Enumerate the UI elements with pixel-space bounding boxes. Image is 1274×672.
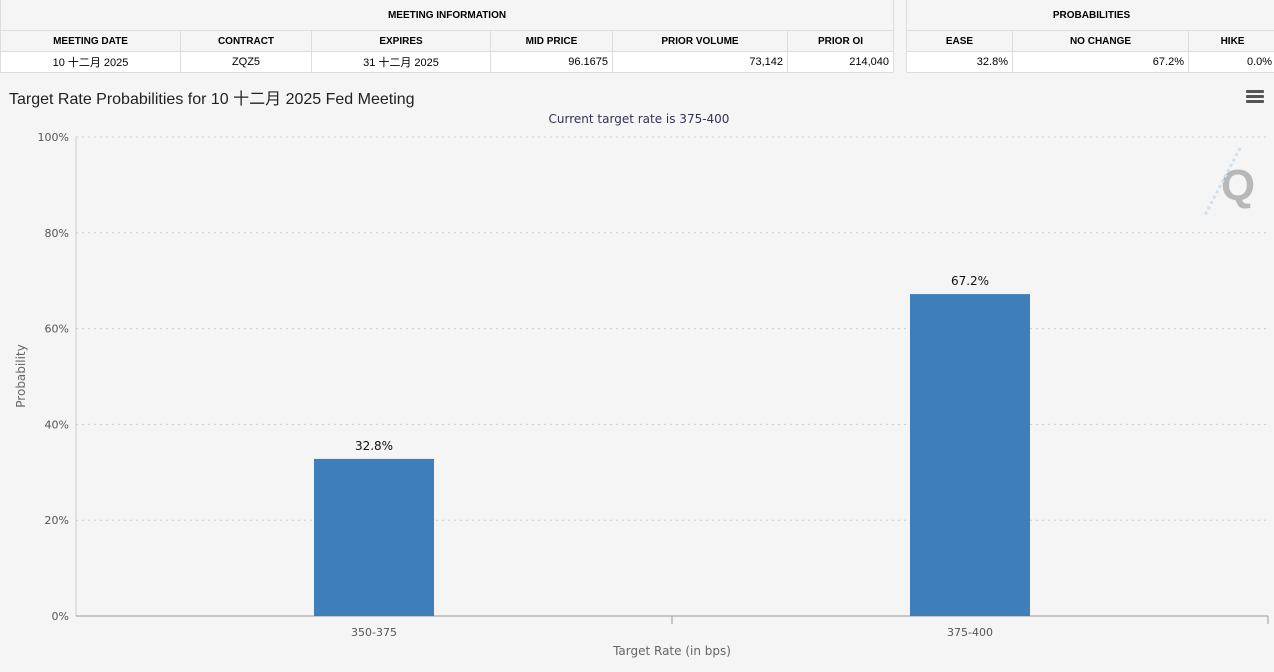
y-axis-label: Probability	[14, 344, 28, 407]
data-label: 67.2%	[951, 274, 989, 288]
bar-375-400	[910, 294, 1030, 616]
x-tick-label: 375-400	[947, 626, 993, 639]
meeting-date: 10 十二月 2025	[0, 51, 181, 73]
col-prior-volume: PRIOR VOLUME	[612, 30, 788, 52]
ease-value: 32.8%	[906, 51, 1013, 73]
chart-title: Target Rate Probabilities for 10 十二月 202…	[9, 91, 415, 108]
y-tick-label: 60%	[45, 323, 69, 336]
bar-chart: Current target rate is 375-400 Q 0% 20% 40…	[14, 112, 1269, 658]
y-tick-label: 0%	[52, 610, 69, 623]
y-tick-label: 100%	[38, 131, 69, 144]
x-tick-label: 350-375	[351, 626, 397, 639]
col-mid-price: MID PRICE	[490, 30, 613, 52]
col-ease: EASE	[906, 30, 1013, 52]
x-axis-label: Target Rate (in bps)	[612, 644, 731, 658]
meeting-info-header: MEETING INFORMATION	[0, 0, 895, 31]
y-tick-label: 20%	[45, 514, 69, 527]
col-meeting-date: MEETING DATE	[0, 30, 181, 52]
probabilities-header: PROBABILITIES	[905, 0, 1274, 31]
prior-volume: 73,142	[612, 51, 788, 73]
meeting-info-table: MEETING INFORMATION MEETING DATE CONTRACT…	[0, 0, 895, 73]
no-change-value: 67.2%	[1012, 51, 1189, 73]
prior-oi: 214,040	[786, 51, 895, 73]
y-tick-label: 80%	[45, 227, 69, 240]
svg-text:Q: Q	[1221, 161, 1255, 210]
hamburger-menu-icon[interactable]	[1246, 90, 1264, 104]
data-label: 32.8%	[355, 439, 393, 453]
col-no-change: NO CHANGE	[1012, 30, 1189, 52]
col-expires: EXPIRES	[311, 30, 491, 52]
chart-subtitle: Current target rate is 375-400	[549, 112, 730, 126]
col-prior-oi: PRIOR OI	[786, 30, 895, 52]
probabilities-table: PROBABILITIES EASE NO CHANGE HIKE 32.8% 67.…	[905, 0, 1274, 73]
col-contract: CONTRACT	[180, 30, 312, 52]
watermark-q-logo: Q	[1203, 147, 1255, 216]
expires: 31 十二月 2025	[311, 51, 491, 73]
y-tick-label: 40%	[45, 418, 69, 431]
hike-value: 0.0%	[1187, 51, 1274, 73]
mid-price: 96.1675	[490, 51, 613, 73]
bar-350-375	[314, 458, 434, 616]
col-hike: HIKE	[1187, 30, 1274, 52]
contract: ZQZ5	[180, 51, 312, 73]
